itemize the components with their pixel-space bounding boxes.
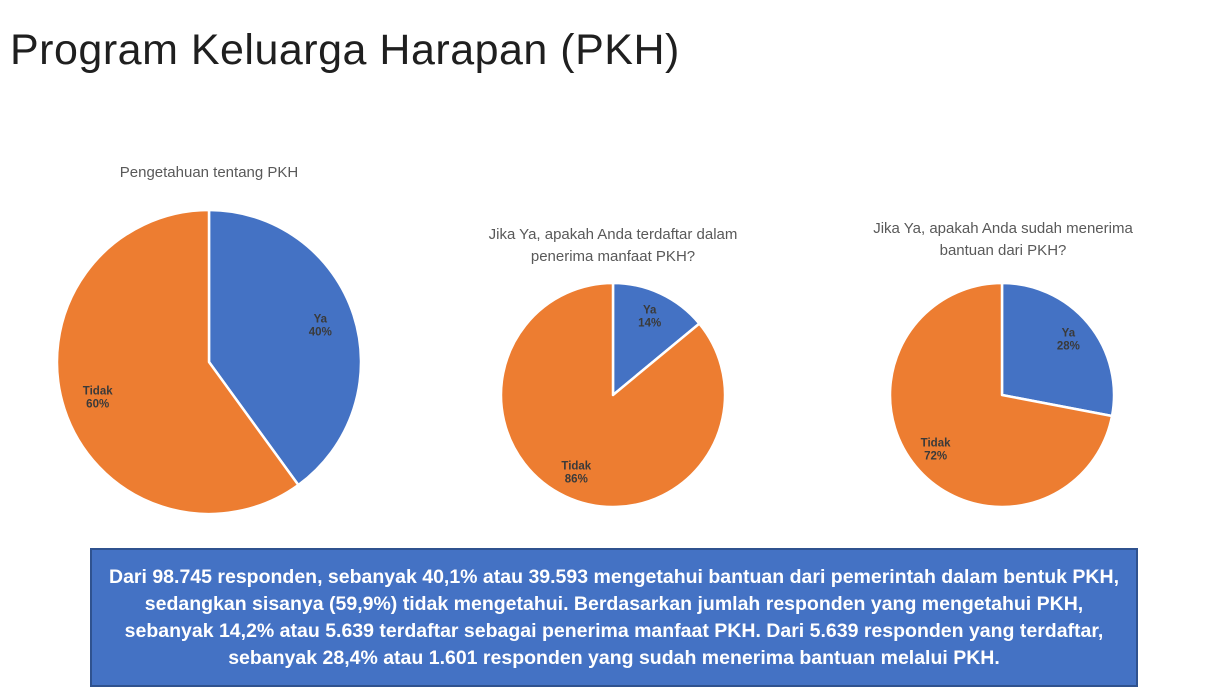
summary-text: Dari 98.745 responden, sebanyak 40,1% at… xyxy=(108,565,1120,669)
slice-label-ya: Ya 40% xyxy=(309,313,332,338)
pie-slice-tidak xyxy=(888,281,1114,509)
slice-label-tidak: Tidak 86% xyxy=(561,461,591,486)
page-title: Program Keluarga Harapan (PKH) xyxy=(10,26,680,74)
slice-label-ya: Ya 28% xyxy=(1057,328,1080,353)
pie-slice-ya xyxy=(207,208,363,487)
pie-slice-ya xyxy=(611,281,701,397)
chart-title-line: penerima manfaat PKH? xyxy=(530,248,696,265)
chart-title-line: bantuan dari PKH? xyxy=(939,242,1067,259)
chart-title-line: Pengetahuan tentang PKH xyxy=(119,164,299,181)
pie-chart-pengetahuan-pkh: Ya 40% Tidak 60% xyxy=(55,208,363,516)
chart-title-line: Jika Ya, apakah Anda sudah menerima xyxy=(873,220,1133,237)
chart-title-pengetahuan: Pengetahuan tentang PKH xyxy=(47,162,371,184)
chart-title-menerima-bantuan: Jika Ya, apakah Anda sudah menerima bant… xyxy=(842,218,1164,262)
pie-chart-sudah-menerima-bantuan: Ya 28% Tidak 72% xyxy=(888,281,1116,509)
pie-chart-terdaftar-penerima-manfaat: Ya 14% Tidak 86% xyxy=(499,281,727,509)
slice-label-ya: Ya 14% xyxy=(638,305,661,330)
slice-label-tidak: Tidak 72% xyxy=(921,438,951,463)
slice-label-tidak: Tidak 60% xyxy=(83,386,113,411)
pie-slice-ya xyxy=(1000,281,1116,418)
pie-slice-tidak xyxy=(55,208,300,516)
summary-text-box: Dari 98.745 responden, sebanyak 40,1% at… xyxy=(90,548,1138,687)
chart-title-line: Jika Ya, apakah Anda terdaftar dalam xyxy=(488,226,738,243)
pie-slice-tidak xyxy=(499,281,727,509)
chart-title-terdaftar: Jika Ya, apakah Anda terdaftar dalam pen… xyxy=(452,224,774,268)
